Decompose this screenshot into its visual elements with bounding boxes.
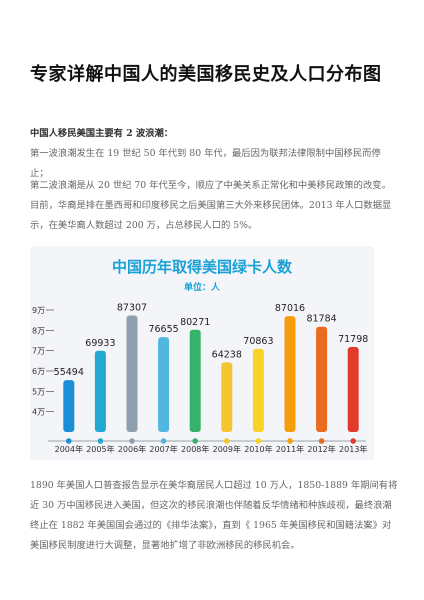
bar xyxy=(158,337,170,432)
y-tick-label: 8万 xyxy=(32,326,45,335)
data-label: 64238 xyxy=(212,349,242,360)
x-tick-label: 2004年 xyxy=(55,444,83,454)
x-tick-label: 2011年 xyxy=(276,444,304,454)
axis-dot xyxy=(318,438,325,444)
article-paragraph-1: 第一波浪潮发生在 19 世纪 50 年代到 80 年代，最后因为联邦法律限制中国… xyxy=(30,148,381,179)
axis-dot xyxy=(160,438,167,444)
bar xyxy=(347,347,359,432)
article-title: 专家详解中国人的美国移民史及人口分布图 xyxy=(30,64,382,85)
bar xyxy=(126,315,138,432)
x-tick-label: 2007年 xyxy=(149,444,177,454)
axis-dot xyxy=(224,438,230,444)
chart-title: 中国历年取得美国绿卡人数 xyxy=(111,258,292,276)
y-tick-label: 9万 xyxy=(32,306,45,315)
data-label: 55494 xyxy=(54,367,84,378)
data-label: 70863 xyxy=(243,336,273,347)
x-tick-label: 2008年 xyxy=(181,444,209,454)
green-card-chart: 中国历年取得美国绿卡人数 单位：人 4万 5万 6万 7万 8万 9万 55494 2004年… xyxy=(30,246,374,460)
y-tick-label: 6万 xyxy=(32,367,45,376)
data-label: 80271 xyxy=(180,317,210,328)
x-tick-label: 2013年 xyxy=(339,444,367,454)
bar xyxy=(316,326,328,432)
data-label: 69933 xyxy=(85,338,115,349)
chart-unit-label: 单位：人 xyxy=(183,283,220,293)
bar xyxy=(94,350,106,432)
axis-dot xyxy=(192,438,198,444)
bar xyxy=(189,329,201,432)
bar xyxy=(284,316,296,432)
bar xyxy=(252,348,264,432)
data-label: 87016 xyxy=(275,303,305,314)
bar xyxy=(221,362,233,432)
y-tick-label: 5万 xyxy=(32,387,45,396)
data-label: 87307 xyxy=(117,302,147,313)
axis-dot xyxy=(66,438,72,444)
data-label: 81784 xyxy=(306,314,336,325)
article-paragraph-2: 第二波浪潮是从 20 世纪 70 年代至今，顺应了中美关系正常化和中美移民政策的… xyxy=(30,180,392,231)
x-tick-label: 2012年 xyxy=(307,444,335,454)
axis-dot xyxy=(129,438,135,444)
x-tick-label: 2006年 xyxy=(118,444,146,454)
x-tick-label: 2009年 xyxy=(213,444,241,454)
axis-dot xyxy=(255,438,262,444)
y-tick-label: 7万 xyxy=(32,347,45,356)
bar-chart-plot: 4万 5万 6万 7万 8万 9万 55494 2004年 69933 2005年 87307 200… xyxy=(32,302,368,454)
article-paragraph-3: 1890 年美国人口普查报告显示在美华裔居民人口超过 10 万人，1850-18… xyxy=(30,480,398,551)
y-tick-label: 4万 xyxy=(32,408,45,417)
data-label: 71798 xyxy=(338,334,368,345)
axis-dot xyxy=(97,438,104,444)
axis-dot xyxy=(287,438,293,444)
axis-dot xyxy=(350,438,357,444)
x-tick-label: 2010年 xyxy=(244,444,272,454)
data-label: 76655 xyxy=(148,324,178,335)
bar xyxy=(63,380,75,432)
x-tick-label: 2005年 xyxy=(86,444,114,454)
article-subheading: 中国人移民美国主要有 2 波浪潮： xyxy=(30,128,174,139)
